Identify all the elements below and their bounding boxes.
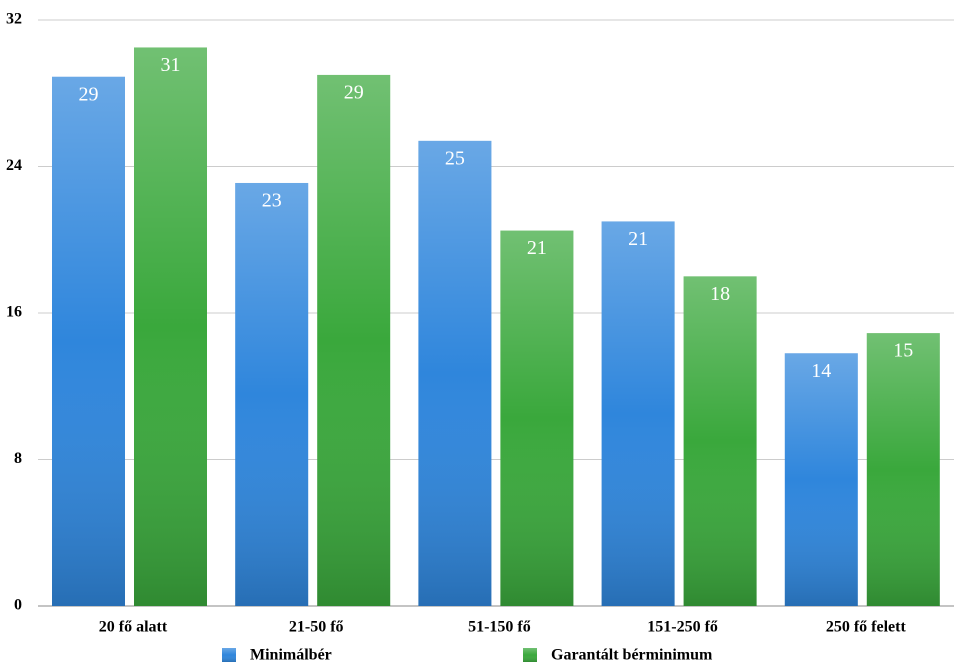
legend-label: Minimálbér: [250, 647, 332, 664]
value-label: 18: [710, 283, 730, 305]
value-label: 14: [811, 360, 831, 382]
y-tick-label: 8: [14, 450, 22, 467]
value-label: 21: [628, 228, 648, 250]
x-tick-label: 21-50 fő: [289, 619, 344, 636]
value-label: 15: [893, 340, 913, 362]
bar-shade: [52, 76, 125, 607]
value-label: 31: [161, 54, 181, 76]
y-tick-label: 16: [6, 304, 22, 321]
bar-shade: [500, 230, 574, 606]
value-label: 29: [79, 83, 99, 105]
bar-shade: [235, 182, 309, 606]
value-label: 29: [344, 82, 364, 104]
y-tick-label: 32: [6, 11, 22, 28]
bar-shade: [601, 221, 675, 606]
value-label: 21: [527, 237, 547, 259]
x-tick-label: 151-250 fő: [647, 619, 718, 636]
x-tick-label: 20 fő alatt: [99, 619, 168, 636]
x-tick-label: 51-150 fő: [468, 619, 531, 636]
x-tick-label: 250 fő felett: [826, 619, 907, 636]
y-tick-label: 24: [6, 157, 22, 174]
legend-swatch-shade: [523, 648, 537, 662]
legend-label: Garantált bérminimum: [551, 647, 713, 664]
value-label: 25: [445, 147, 465, 169]
bar-shade: [784, 353, 858, 606]
bar-shade: [683, 276, 757, 606]
legend-swatch-shade: [222, 648, 236, 662]
bar-shade: [866, 333, 940, 606]
bar-shade: [418, 140, 492, 607]
bar-shade: [317, 74, 391, 606]
y-tick-label: 0: [14, 597, 22, 614]
value-label: 23: [262, 190, 282, 212]
bar-shade: [134, 47, 207, 606]
